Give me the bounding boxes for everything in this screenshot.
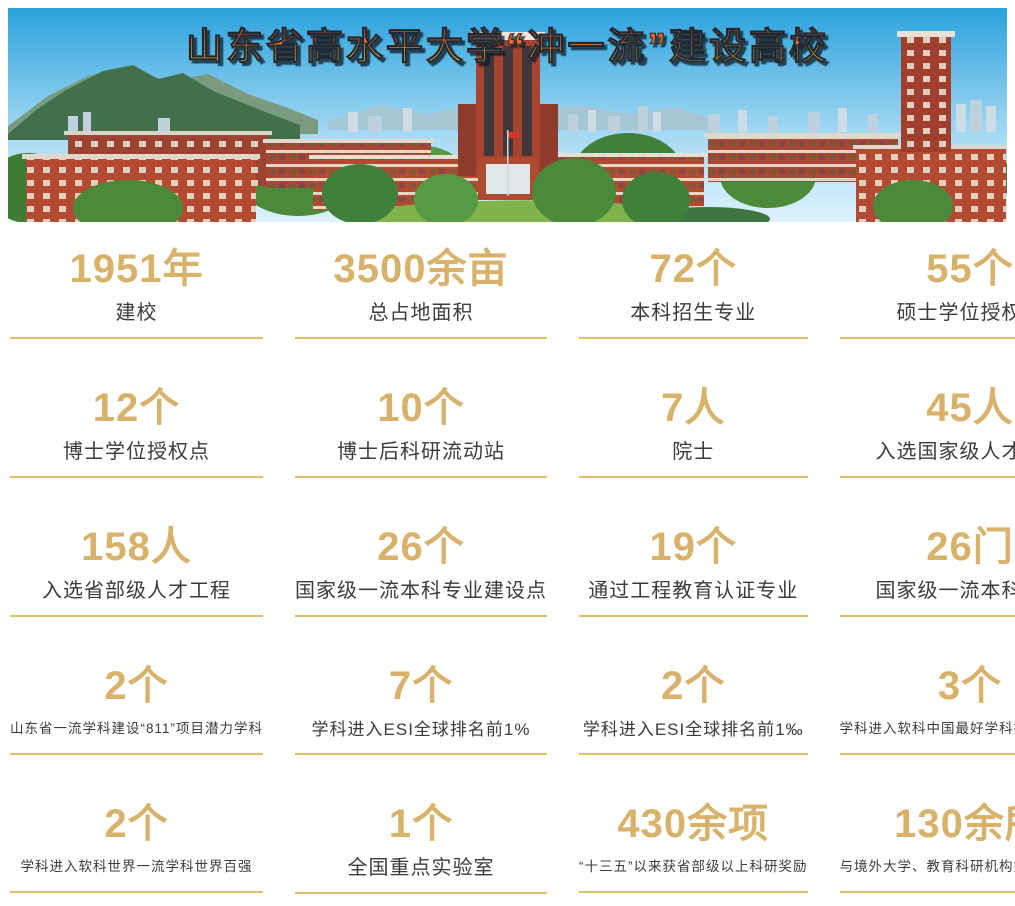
stat-label: 学科进入软科世界一流学科世界百强 <box>20 859 253 874</box>
stat-underline <box>579 476 808 478</box>
stat-cell-ruanke-world-top100: 2个 学科进入软科世界一流学科世界百强 <box>10 801 264 894</box>
stat-underline <box>295 337 548 339</box>
stat-label: 博士后科研流动站 <box>337 441 506 463</box>
stat-value: 2个 <box>104 664 169 708</box>
stat-cell-undergrad-majors: 72个 本科招生专业 <box>579 246 808 339</box>
stat-label: 博士学位授权点 <box>63 441 210 463</box>
stat-underline <box>579 753 808 755</box>
stat-cell-doctor-points: 12个 博士学位授权点 <box>10 385 264 478</box>
stat-label: 入选省部级人才工程 <box>42 580 231 602</box>
stat-label: 国家级一流本科专业建设点 <box>295 580 548 602</box>
stat-cell-provincial-talents: 158人 入选省部级人才工程 <box>10 524 264 617</box>
stat-label: 入选国家级人才工程 <box>875 441 1015 463</box>
stat-underline <box>10 615 264 617</box>
stat-label: 总占地面积 <box>368 302 474 324</box>
stat-cell-national-key-lab: 1个 全国重点实验室 <box>295 801 548 894</box>
stat-value: 12个 <box>92 386 181 430</box>
stat-label: 本科招生专业 <box>630 302 757 324</box>
stat-label: 学科进入软科中国最好学科排名全国前十 <box>839 721 1015 736</box>
stat-underline <box>579 615 808 617</box>
stat-underline <box>295 892 548 894</box>
stat-underline <box>839 891 1015 893</box>
stat-value: 1个 <box>388 802 454 846</box>
stat-label: 硕士学位授权点 <box>896 302 1015 324</box>
stat-label: 山东省一流学科建设“811”项目潜力学科 <box>10 721 264 736</box>
stat-label: 院士 <box>672 441 715 463</box>
stat-cell-master-points: 55个 硕士学位授权点 <box>839 246 1015 339</box>
stat-value: 2个 <box>661 664 726 708</box>
stat-cell-first-class-courses: 26门 国家级一流本科课程 <box>839 524 1015 617</box>
stat-underline <box>839 615 1015 617</box>
stat-value: 7个 <box>388 664 454 708</box>
stat-underline <box>10 476 264 478</box>
stat-cell-area: 3500余亩 总占地面积 <box>295 246 548 339</box>
stat-underline <box>579 891 808 893</box>
stat-cell-esi-top1permille: 2个 学科进入ESI全球排名前1‰ <box>579 663 808 755</box>
stat-value: 19个 <box>649 525 738 569</box>
stat-underline <box>295 753 548 755</box>
stat-cell-overseas-agreements: 130余所 与境外大学、教育科研机构签署合作协议 <box>839 801 1015 894</box>
stat-label: 通过工程教育认证专业 <box>588 580 799 602</box>
stat-cell-811-disciplines: 2个 山东省一流学科建设“811”项目潜力学科 <box>10 663 264 755</box>
stat-label: 学科进入ESI全球排名前1% <box>311 719 531 739</box>
flag-pole <box>507 130 519 196</box>
stat-underline <box>10 891 264 893</box>
stat-cell-certified-majors: 19个 通过工程教育认证专业 <box>579 524 808 617</box>
stat-value: 158人 <box>81 525 192 569</box>
stat-value: 3500余亩 <box>333 247 509 291</box>
stat-underline <box>839 337 1015 339</box>
stat-underline <box>839 753 1015 755</box>
stat-value: 26个 <box>377 525 465 569</box>
stat-value: 3个 <box>937 664 1003 708</box>
stat-underline <box>839 476 1015 478</box>
stat-label: 全国重点实验室 <box>347 857 495 879</box>
stat-value: 2个 <box>104 802 169 846</box>
stat-value: 26门 <box>926 525 1014 569</box>
stat-label: 学科进入ESI全球排名前1‰ <box>582 719 804 739</box>
stat-value: 55个 <box>926 247 1014 291</box>
stat-cell-national-talents: 45人 入选国家级人才工程 <box>839 385 1015 478</box>
stat-value: 7人 <box>661 386 726 430</box>
campus-photo <box>8 8 1007 222</box>
stat-underline <box>10 337 264 339</box>
stat-value: 130余所 <box>894 802 1015 846</box>
stat-underline <box>295 476 548 478</box>
stat-label: 与境外大学、教育科研机构签署合作协议 <box>839 859 1015 874</box>
stat-cell-academicians: 7人 院士 <box>579 385 808 478</box>
campus-banner: 山东省高水平大学“冲一流”建设高校 <box>8 8 1007 222</box>
trees-front <box>73 158 953 222</box>
stat-underline <box>295 615 548 617</box>
stat-label: 建校 <box>115 302 158 324</box>
stat-cell-first-class-majors: 26个 国家级一流本科专业建设点 <box>295 524 548 617</box>
stat-cell-founded: 1951年 建校 <box>10 246 264 339</box>
stat-label: 国家级一流本科课程 <box>875 580 1015 602</box>
stat-underline <box>579 337 808 339</box>
stat-value: 1951年 <box>69 247 204 291</box>
stat-underline <box>10 753 264 755</box>
stat-cell-postdoc-stations: 10个 博士后科研流动站 <box>295 385 548 478</box>
stat-value: 430余项 <box>617 802 770 846</box>
stat-label: “十三五”以来获省部级以上科研奖励 <box>579 859 808 874</box>
stat-value: 72个 <box>649 247 738 291</box>
stat-value: 10个 <box>377 386 465 430</box>
stat-cell-research-awards: 430余项 “十三五”以来获省部级以上科研奖励 <box>579 801 808 894</box>
stat-cell-esi-top1pct: 7个 学科进入ESI全球排名前1% <box>295 663 548 755</box>
stat-value: 45人 <box>926 386 1014 430</box>
stats-grid: 1951年 建校 3500余亩 总占地面积 72个 本科招生专业 55个 硕士学… <box>8 246 1015 894</box>
banner-title: 山东省高水平大学“冲一流”建设高校 <box>8 16 1007 70</box>
stat-cell-ruanke-china-top10: 3个 学科进入软科中国最好学科排名全国前十 <box>839 663 1015 755</box>
